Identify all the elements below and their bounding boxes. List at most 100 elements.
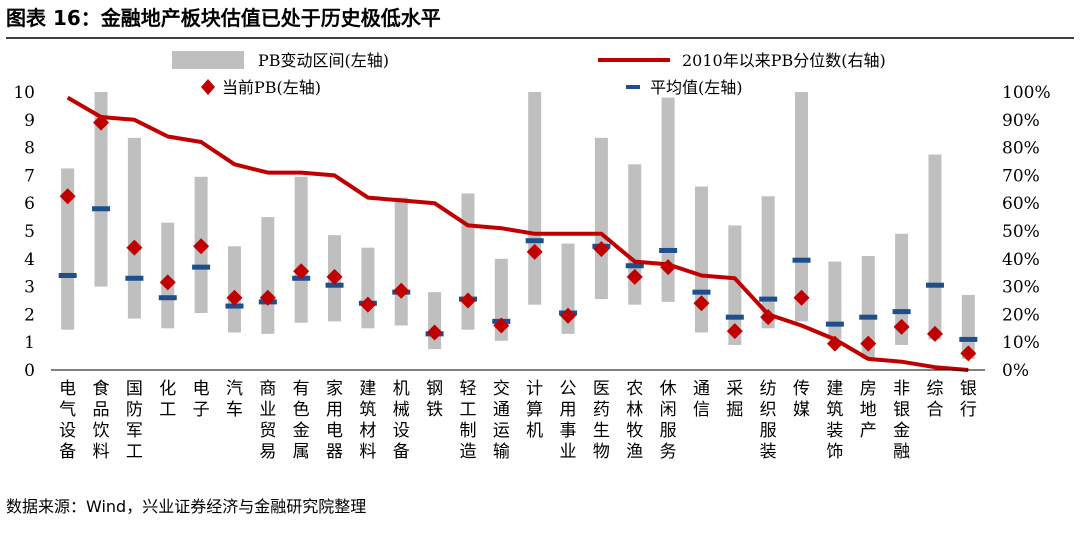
right-axis-tick-label: 100% <box>1002 83 1051 103</box>
average-pb-mark <box>859 314 878 320</box>
average-pb-mark <box>959 336 978 342</box>
x-axis-category-label: 采掘 <box>726 379 743 420</box>
left-axis-tick-label: 1 <box>24 333 35 353</box>
current-pb-marker <box>693 295 710 312</box>
right-axis-tick-label: 0% <box>1002 361 1029 381</box>
x-axis-category-label: 传媒 <box>793 379 810 420</box>
x-axis-category-label: 建筑材料 <box>359 379 376 462</box>
current-pb-marker <box>726 323 743 340</box>
x-axis-category-label: 休闲服务 <box>660 379 677 462</box>
average-pb-mark <box>892 309 911 315</box>
current-pb-marker <box>860 335 877 352</box>
x-axis-category-label: 汽车 <box>226 379 243 420</box>
left-axis-tick-label: 8 <box>24 139 35 159</box>
pb-range-bar <box>628 164 642 305</box>
legend-label-average: 平均值(左轴) <box>650 78 743 97</box>
current-pb-marker <box>226 289 243 306</box>
current-pb-marker <box>660 259 677 276</box>
current-pb-marker <box>359 296 376 313</box>
right-axis-tick-label: 50% <box>1002 222 1040 242</box>
x-axis-category-label: 机械设备 <box>393 379 410 462</box>
x-axis-labels: 电气设备食品饮料国防军工化工电子汽车商业贸易有色金属家用电器建筑材料机械设备钢铁… <box>59 379 977 462</box>
right-axis-tick-label: 90% <box>1002 111 1040 131</box>
current-pb-marker <box>893 318 910 335</box>
x-axis-category-label: 公用事业 <box>560 379 577 462</box>
x-axis-category-label: 家用电器 <box>326 379 343 462</box>
pb-range-bar <box>361 247 375 329</box>
chart-title: 图表 16：金融地产板块估值已处于历史极低水平 <box>6 6 441 30</box>
pb-range-bar <box>394 197 408 326</box>
right-axis-tick-label: 60% <box>1002 194 1040 214</box>
pb-range-bar <box>94 92 108 287</box>
current-pb-marker <box>493 317 510 334</box>
current-pb-marker <box>193 238 210 255</box>
pb-range-bar <box>795 92 809 322</box>
x-axis-category-label: 银行 <box>960 379 977 420</box>
right-axis-tick-label: 30% <box>1002 278 1040 298</box>
x-axis-category-label: 有色金属 <box>293 379 310 462</box>
x-axis-category-label: 电子 <box>193 379 210 420</box>
current-pb-marker <box>760 309 777 326</box>
legend-swatch-current <box>201 79 215 95</box>
pb-range-bar <box>861 256 875 359</box>
x-axis-category-label: 国防军工 <box>126 379 143 462</box>
right-axis-tick-label: 10% <box>1002 333 1040 353</box>
legend-label-current: 当前PB(左轴) <box>222 78 321 97</box>
average-pb-mark <box>659 247 678 253</box>
right-axis-tick-label: 20% <box>1002 305 1040 325</box>
current-pb-marker <box>93 114 110 131</box>
left-axis-tick-label: 7 <box>24 166 35 186</box>
current-pb-marker <box>293 263 310 280</box>
left-axis-tick-label: 5 <box>24 222 35 242</box>
current-pb-marker <box>426 324 443 341</box>
current-pb-marker <box>826 335 843 352</box>
right-axis: 0% 10% 20% 30% 40% 50% 60% 70% 80% 90% 100% <box>1002 83 1051 381</box>
pb-range-bars <box>61 92 975 359</box>
x-axis-category-label: 医药生物 <box>593 379 610 462</box>
average-pb-mark <box>92 206 111 212</box>
x-axis-category-label: 非银金融 <box>893 379 910 462</box>
left-axis-tick-label: 4 <box>24 250 35 270</box>
x-axis-category-label: 食品饮料 <box>93 379 110 462</box>
pb-range-bar <box>294 176 308 323</box>
x-axis-category-label: 农林牧渔 <box>626 379 643 462</box>
x-axis-category-label: 计算机 <box>526 379 543 441</box>
current-pb-marker <box>626 268 643 285</box>
source-note: 数据来源：Wind，兴业证券经济与金融研究院整理 <box>6 497 367 516</box>
x-axis-category-label: 钢铁 <box>426 379 443 420</box>
pb-range-bar <box>928 154 942 340</box>
current-pb-marker <box>126 239 143 256</box>
average-pb-mark <box>525 238 544 244</box>
pb-range-bar <box>828 261 842 340</box>
percentile-series-line <box>66 95 969 372</box>
pb-range-bar <box>127 137 141 319</box>
current-pb-marker <box>259 289 276 306</box>
average-pb-mark <box>792 257 811 263</box>
current-pb-marker <box>159 274 176 291</box>
average-pb-mark <box>325 282 344 288</box>
x-axis-category-label: 商业贸易 <box>259 379 276 462</box>
current-pb-marker <box>526 243 543 260</box>
average-pb-mark <box>692 289 711 295</box>
pb-range-bar <box>961 294 975 359</box>
legend-label-range: PB变动区间(左轴) <box>258 51 389 70</box>
legend-swatch-range <box>172 51 244 69</box>
current-pb-marker <box>459 292 476 309</box>
x-axis-category-label: 通信 <box>693 379 710 420</box>
x-axis-category-label: 交通运输 <box>493 379 510 462</box>
current-pb-marker <box>560 307 577 324</box>
current-pb-marker <box>960 345 977 362</box>
average-pb-mark <box>925 282 944 288</box>
left-axis-tick-label: 0 <box>24 361 35 381</box>
left-axis: 0 1 2 3 4 5 6 7 8 9 10 <box>13 83 35 381</box>
average-pb-mark <box>158 295 177 301</box>
average-pb-mark <box>192 264 211 270</box>
pb-range-bar <box>261 217 275 334</box>
percentile-line <box>66 95 969 372</box>
legend-label-percentile: 2010年以来PB分位数(右轴) <box>682 51 886 70</box>
current-pb-marker <box>793 289 810 306</box>
pb-range-bar <box>227 246 241 333</box>
x-axis-category-label: 化工 <box>159 379 176 420</box>
pb-range-bar <box>61 168 75 330</box>
